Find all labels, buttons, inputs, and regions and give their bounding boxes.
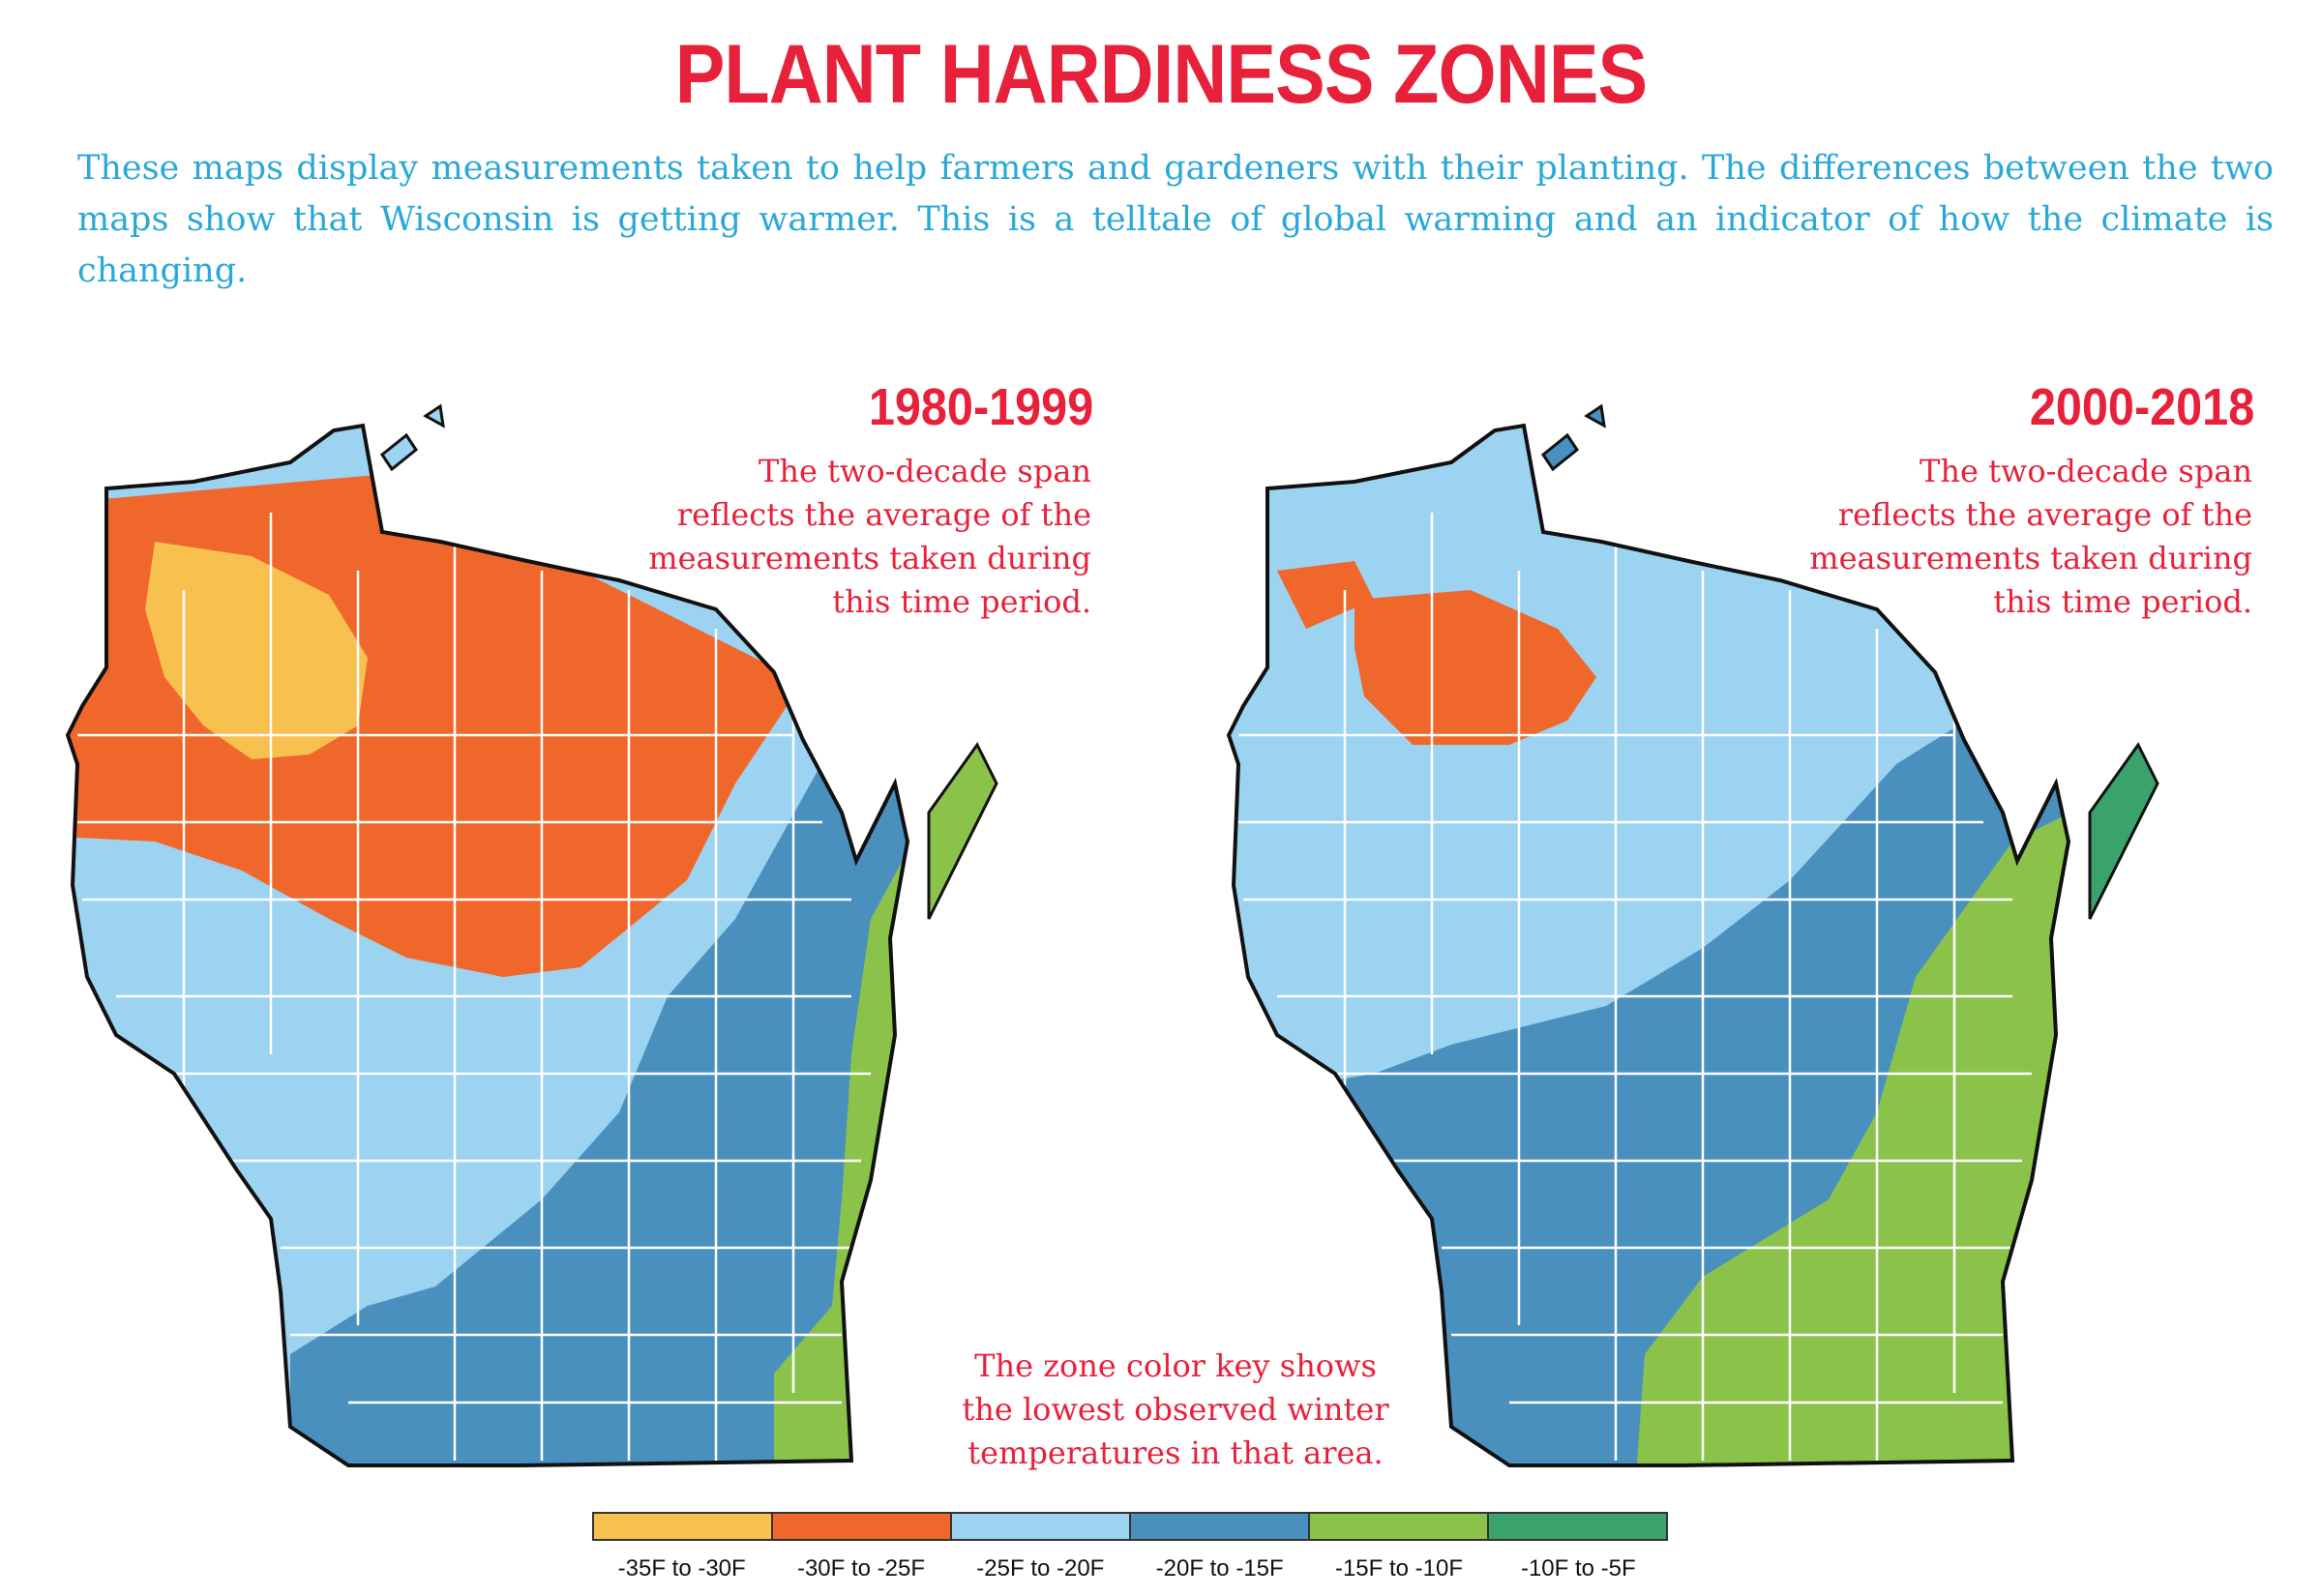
color-key-note: The zone color key shows the lowest obse…: [962, 1347, 1389, 1471]
period-label: 1980-1999: [868, 378, 1093, 436]
legend-swatch-30-25: [773, 1514, 952, 1539]
legend-swatch-10-5: [1489, 1514, 1666, 1539]
wisconsin-map-1980-1999: [65, 403, 998, 1467]
legend-label: -20F to -15F: [1155, 1555, 1284, 1581]
door-peninsula: [2088, 742, 2159, 920]
county-lines: [1238, 513, 2032, 1461]
door-peninsula: [927, 742, 998, 920]
legend-swatch-20-15: [1131, 1514, 1310, 1539]
legend-label: -30F to -25F: [796, 1555, 926, 1581]
intro-paragraph: These maps display measurements taken to…: [77, 149, 2274, 290]
legend-label: -15F to -10F: [1334, 1555, 1463, 1581]
zone-band-35-30: [145, 542, 368, 759]
zone-color-legend: [592, 1512, 1668, 1541]
legend-labels: -35F to -30F -30F to -25F -25F to -20F -…: [592, 1555, 1668, 1582]
legend-label: -35F to -30F: [617, 1555, 746, 1581]
map-1980-1999: 1980-1999 The two-decade span reflects t…: [0, 377, 1161, 1490]
county-lines: [77, 513, 871, 1461]
zone-band-15-10: [774, 813, 908, 1465]
apostle-islands: [1540, 403, 1606, 472]
zone-band-30-25-patch: [1277, 561, 1596, 745]
legend-label: -10F to -5F: [1520, 1555, 1636, 1581]
legend-swatch-15-10: [1310, 1514, 1489, 1539]
page-title: PLANT HARDINESS ZONES: [674, 28, 1648, 121]
zone-band-20-15: [290, 667, 908, 1465]
apostle-islands: [379, 403, 445, 472]
period-label: 2000-2018: [2029, 378, 2254, 436]
period-description: The two-decade span reflects the average…: [1809, 453, 2252, 620]
map-2000-2018: 2000-2018 The two-decade span reflects t…: [1161, 377, 2322, 1490]
period-description: The two-decade span reflects the average…: [648, 453, 1091, 620]
legend-label: -25F to -20F: [976, 1555, 1105, 1581]
legend-swatch-35-30: [594, 1514, 773, 1539]
wisconsin-map-2000-2018: [1226, 403, 2159, 1467]
legend-swatch-25-20: [952, 1514, 1131, 1539]
